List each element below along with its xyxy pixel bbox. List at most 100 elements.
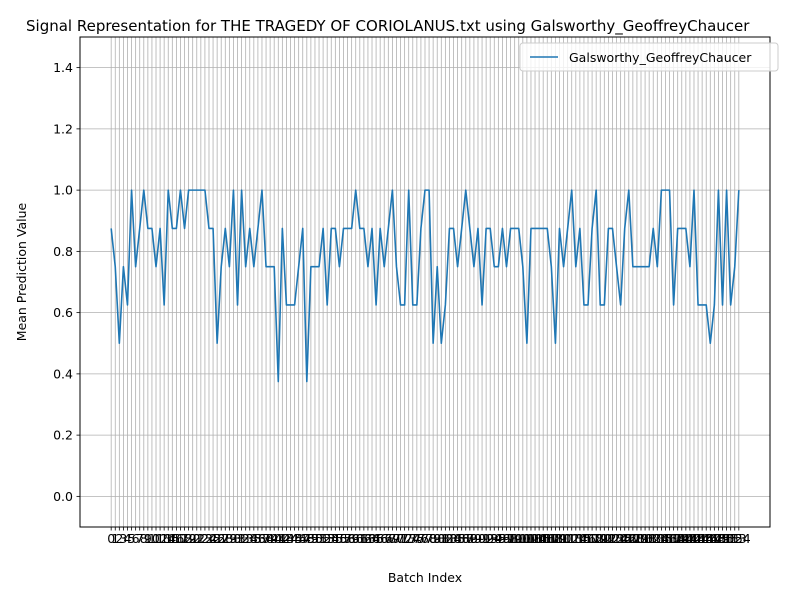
x-tick-label: 150 — [711, 531, 735, 546]
x-tick-label: 19 — [181, 531, 197, 546]
x-tick-label: 54 — [323, 531, 339, 546]
x-tick-label: 34 — [242, 531, 258, 546]
x-tick-label: 24 — [201, 531, 217, 546]
x-tick-label: 136 — [654, 531, 678, 546]
x-tick-label: 97 — [499, 531, 515, 546]
x-tick-label: 76 — [413, 531, 429, 546]
x-tick-label: 35 — [246, 531, 262, 546]
x-tick-label: 88 — [462, 531, 478, 546]
x-tick-label: 15 — [164, 531, 180, 546]
x-tick-label: 14 — [160, 531, 176, 546]
x-tick-label: 64 — [364, 531, 380, 546]
x-tick-label: 123 — [601, 531, 625, 546]
x-tick-label: 43 — [278, 531, 294, 546]
x-tick-label: 83 — [442, 531, 458, 546]
legend: Galsworthy_GeoffreyChaucer — [519, 42, 779, 72]
x-tick-label: 104 — [523, 531, 547, 546]
x-tick-label: 130 — [629, 531, 653, 546]
x-tick-label: 127 — [617, 531, 641, 546]
x-gridlines — [110, 37, 740, 527]
y-axis-label: Mean Prediction Value — [14, 202, 29, 341]
x-tick-label: 48 — [299, 531, 315, 546]
x-tick-label: 131 — [633, 531, 657, 546]
x-tick-label: 141 — [674, 531, 698, 546]
x-tick-label: 74 — [405, 531, 421, 546]
x-tick-label: 0 — [107, 531, 115, 546]
x-tick-label: 1 — [111, 531, 119, 546]
x-tick-label: 148 — [702, 531, 726, 546]
x-tick-label: 3 — [119, 531, 127, 546]
x-tick-label: 94 — [486, 531, 502, 546]
x-tick-label: 55 — [327, 531, 343, 546]
x-tick-label: 46 — [291, 531, 307, 546]
x-tick-label: 7 — [136, 531, 144, 546]
x-tick-label: 80 — [429, 531, 445, 546]
series-group — [110, 189, 740, 383]
x-tick-label: 52 — [315, 531, 331, 546]
y-tick-label: 0.2 — [53, 428, 73, 443]
x-tick-label: 11 — [148, 531, 164, 546]
x-axis-label: Batch Index — [388, 570, 462, 585]
x-tick-label: 103 — [519, 531, 543, 546]
x-tick-label: 25 — [205, 531, 221, 546]
x-tick-label: 152 — [719, 531, 743, 546]
x-tick-label: 20 — [185, 531, 201, 546]
x-tick-label: 10 — [144, 531, 160, 546]
x-tick-label: 58 — [340, 531, 356, 546]
x-tick-label: 93 — [482, 531, 498, 546]
x-tick-label: 107 — [535, 531, 559, 546]
x-tick-label: 125 — [609, 531, 633, 546]
x-tick-label: 62 — [356, 531, 372, 546]
x-tick-label: 118 — [580, 531, 604, 546]
x-tick-label: 53 — [319, 531, 335, 546]
x-tick-label: 79 — [425, 531, 441, 546]
x-tick-label: 27 — [213, 531, 229, 546]
x-tick-label: 63 — [360, 531, 376, 546]
legend-box — [519, 42, 779, 72]
y-axis-ticks: 0.0 0.2 0.4 0.6 0.8 1.0 1.2 1.4 — [53, 60, 80, 504]
x-tick-label: 28 — [217, 531, 233, 546]
x-tick-label: 124 — [605, 531, 629, 546]
y-tick-label: 0.0 — [53, 489, 73, 504]
x-tick-label: 145 — [690, 531, 714, 546]
x-tick-label: 86 — [454, 531, 470, 546]
x-tick-label: 9 — [144, 531, 152, 546]
x-tick-label: 57 — [336, 531, 352, 546]
x-tick-label: 12 — [152, 531, 168, 546]
x-tick-label: 68 — [380, 531, 396, 546]
x-tick-label: 115 — [568, 531, 592, 546]
x-tick-label: 67 — [376, 531, 392, 546]
x-tick-label: 38 — [258, 531, 274, 546]
x-tick-label: 33 — [238, 531, 254, 546]
x-tick-label: 77 — [417, 531, 433, 546]
x-tick-label: 116 — [572, 531, 596, 546]
x-tick-label: 23 — [197, 531, 213, 546]
x-tick-label: 154 — [727, 531, 751, 546]
x-tick-label: 137 — [658, 531, 682, 546]
x-tick-label: 16 — [168, 531, 184, 546]
x-tick-label: 69 — [384, 531, 400, 546]
x-tick-label: 78 — [421, 531, 437, 546]
x-tick-label: 114 — [564, 531, 588, 546]
x-tick-label: 61 — [352, 531, 368, 546]
x-tick-label: 84 — [446, 531, 462, 546]
legend-label: Galsworthy_GeoffreyChaucer — [569, 50, 752, 65]
x-tick-label: 101 — [511, 531, 535, 546]
chart-title: Signal Representation for THE TRAGEDY OF… — [26, 17, 750, 36]
x-tick-label: 144 — [686, 531, 710, 546]
x-axis-ticks: 0123456789101112131415161718192021222324… — [107, 527, 751, 546]
x-tick-label: 112 — [556, 531, 580, 546]
x-tick-label: 119 — [584, 531, 608, 546]
x-tick-label: 29 — [221, 531, 237, 546]
x-tick-label: 75 — [409, 531, 425, 546]
x-tick-label: 89 — [466, 531, 482, 546]
y-tick-label: 1.2 — [53, 121, 73, 136]
x-tick-label: 42 — [274, 531, 290, 546]
x-tick-label: 73 — [401, 531, 417, 546]
series-line — [110, 189, 740, 383]
x-tick-label: 109 — [543, 531, 567, 546]
y-tick-label: 0.6 — [53, 305, 73, 320]
x-tick-label: 39 — [262, 531, 278, 546]
x-tick-label: 71 — [393, 531, 409, 546]
